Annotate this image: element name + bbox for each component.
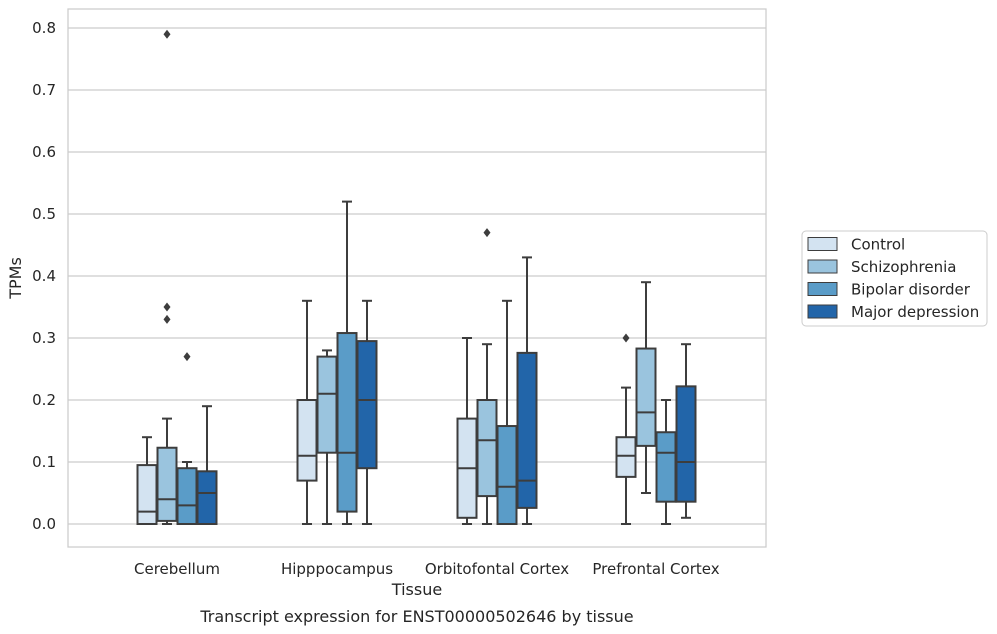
x-tick-label: Prefrontal Cortex	[592, 560, 719, 578]
outlier-point	[483, 228, 491, 238]
box-schizophrenia	[316, 349, 338, 525]
box-body	[516, 351, 538, 509]
legend-swatch	[807, 304, 838, 319]
legend-label: Major depression	[851, 303, 979, 321]
y-tick-labels: 0.0 0.1 0.2 0.3 0.4 0.5 0.6 0.7 0.8	[32, 19, 56, 533]
x-tick-label: Cerebellum	[134, 560, 220, 578]
box-body	[196, 470, 218, 525]
box-layer	[136, 29, 697, 526]
box-bipolar-disorder	[336, 200, 358, 525]
x-tick-labels: Cerebellum Hipppocampus Orbitofontal Corte…	[134, 560, 720, 578]
box-body	[615, 436, 637, 478]
box-schizophrenia	[635, 281, 657, 494]
y-tick-label: 0.0	[32, 515, 56, 533]
x-tick-label: Hipppocampus	[281, 560, 393, 578]
legend-label: Bipolar disorder	[851, 281, 971, 299]
box-body	[316, 355, 338, 454]
y-axis-label: TPMs	[6, 257, 25, 300]
legend: Control Schizophrenia Bipolar disorder Majo…	[801, 230, 988, 327]
box-body	[635, 347, 657, 447]
box-body	[675, 385, 697, 503]
outlier-point	[163, 314, 171, 324]
box-body	[496, 425, 518, 526]
box-body	[156, 446, 178, 522]
chart-caption: Transcript expression for ENST0000050264…	[199, 607, 633, 626]
box-body	[176, 467, 198, 526]
legend-swatch	[807, 237, 838, 251]
box-major-depression	[516, 256, 538, 525]
box-bipolar-disorder	[655, 399, 677, 525]
y-tick-label: 0.4	[32, 267, 56, 285]
y-tick-label: 0.7	[32, 81, 56, 99]
outlier-point	[622, 333, 630, 343]
box-body	[296, 399, 318, 482]
plot-frame	[67, 8, 767, 548]
outlier-point	[183, 352, 191, 362]
box-schizophrenia	[156, 29, 178, 525]
y-tick-label: 0.6	[32, 143, 56, 161]
legend-label: Control	[851, 236, 905, 254]
legend-label: Schizophrenia	[851, 258, 956, 276]
legend-frame	[801, 230, 988, 327]
y-tick-label: 0.5	[32, 205, 56, 223]
box-body	[336, 332, 358, 513]
box-control	[136, 436, 158, 526]
outlier-point	[163, 302, 171, 312]
legend-swatch	[807, 259, 838, 274]
outlier-point	[163, 29, 171, 39]
box-body	[476, 399, 498, 498]
legend-swatch	[807, 282, 838, 296]
box-major-depression	[675, 343, 697, 519]
box-body	[136, 464, 158, 526]
box-bipolar-disorder	[496, 299, 518, 526]
box-body	[356, 340, 378, 470]
y-tick-label: 0.3	[32, 329, 56, 347]
box-bipolar-disorder	[176, 352, 198, 526]
box-major-depression	[196, 405, 218, 525]
box-body	[655, 431, 677, 503]
y-tick-label: 0.1	[32, 453, 56, 471]
y-tick-label: 0.2	[32, 391, 56, 409]
x-tick-label: Orbitofontal Cortex	[425, 560, 569, 578]
y-tick-label: 0.8	[32, 19, 56, 37]
box-control	[296, 299, 318, 525]
x-axis-label: Tissue	[391, 580, 442, 599]
box-control	[456, 337, 478, 525]
box-major-depression	[356, 299, 378, 525]
box-schizophrenia	[476, 228, 498, 525]
box-control	[615, 333, 637, 525]
